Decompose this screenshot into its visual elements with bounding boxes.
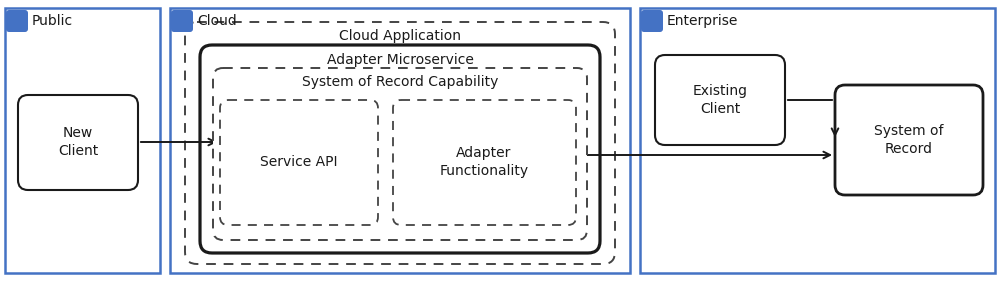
Text: System of
Record: System of Record (874, 124, 944, 156)
Text: Enterprise: Enterprise (667, 14, 739, 28)
FancyBboxPatch shape (185, 22, 615, 264)
Text: New
Client: New Client (58, 126, 98, 158)
Text: Adapter Microservice: Adapter Microservice (326, 53, 473, 67)
FancyBboxPatch shape (171, 10, 193, 32)
FancyBboxPatch shape (835, 85, 983, 195)
Text: Service API: Service API (260, 155, 337, 169)
Text: System of Record Capability: System of Record Capability (302, 75, 498, 89)
FancyBboxPatch shape (220, 100, 378, 225)
Text: Adapter
Functionality: Adapter Functionality (439, 146, 529, 178)
Text: Public: Public (32, 14, 73, 28)
Text: Cloud Application: Cloud Application (339, 29, 461, 43)
Text: Existing
Client: Existing Client (693, 84, 748, 116)
FancyBboxPatch shape (18, 95, 138, 190)
FancyBboxPatch shape (213, 68, 587, 240)
FancyBboxPatch shape (641, 10, 663, 32)
FancyBboxPatch shape (655, 55, 785, 145)
FancyBboxPatch shape (6, 10, 28, 32)
Bar (170, 8, 630, 273)
FancyBboxPatch shape (200, 45, 600, 253)
Bar (5, 8, 160, 273)
FancyBboxPatch shape (393, 100, 576, 225)
Text: Cloud: Cloud (197, 14, 237, 28)
Bar (640, 8, 995, 273)
